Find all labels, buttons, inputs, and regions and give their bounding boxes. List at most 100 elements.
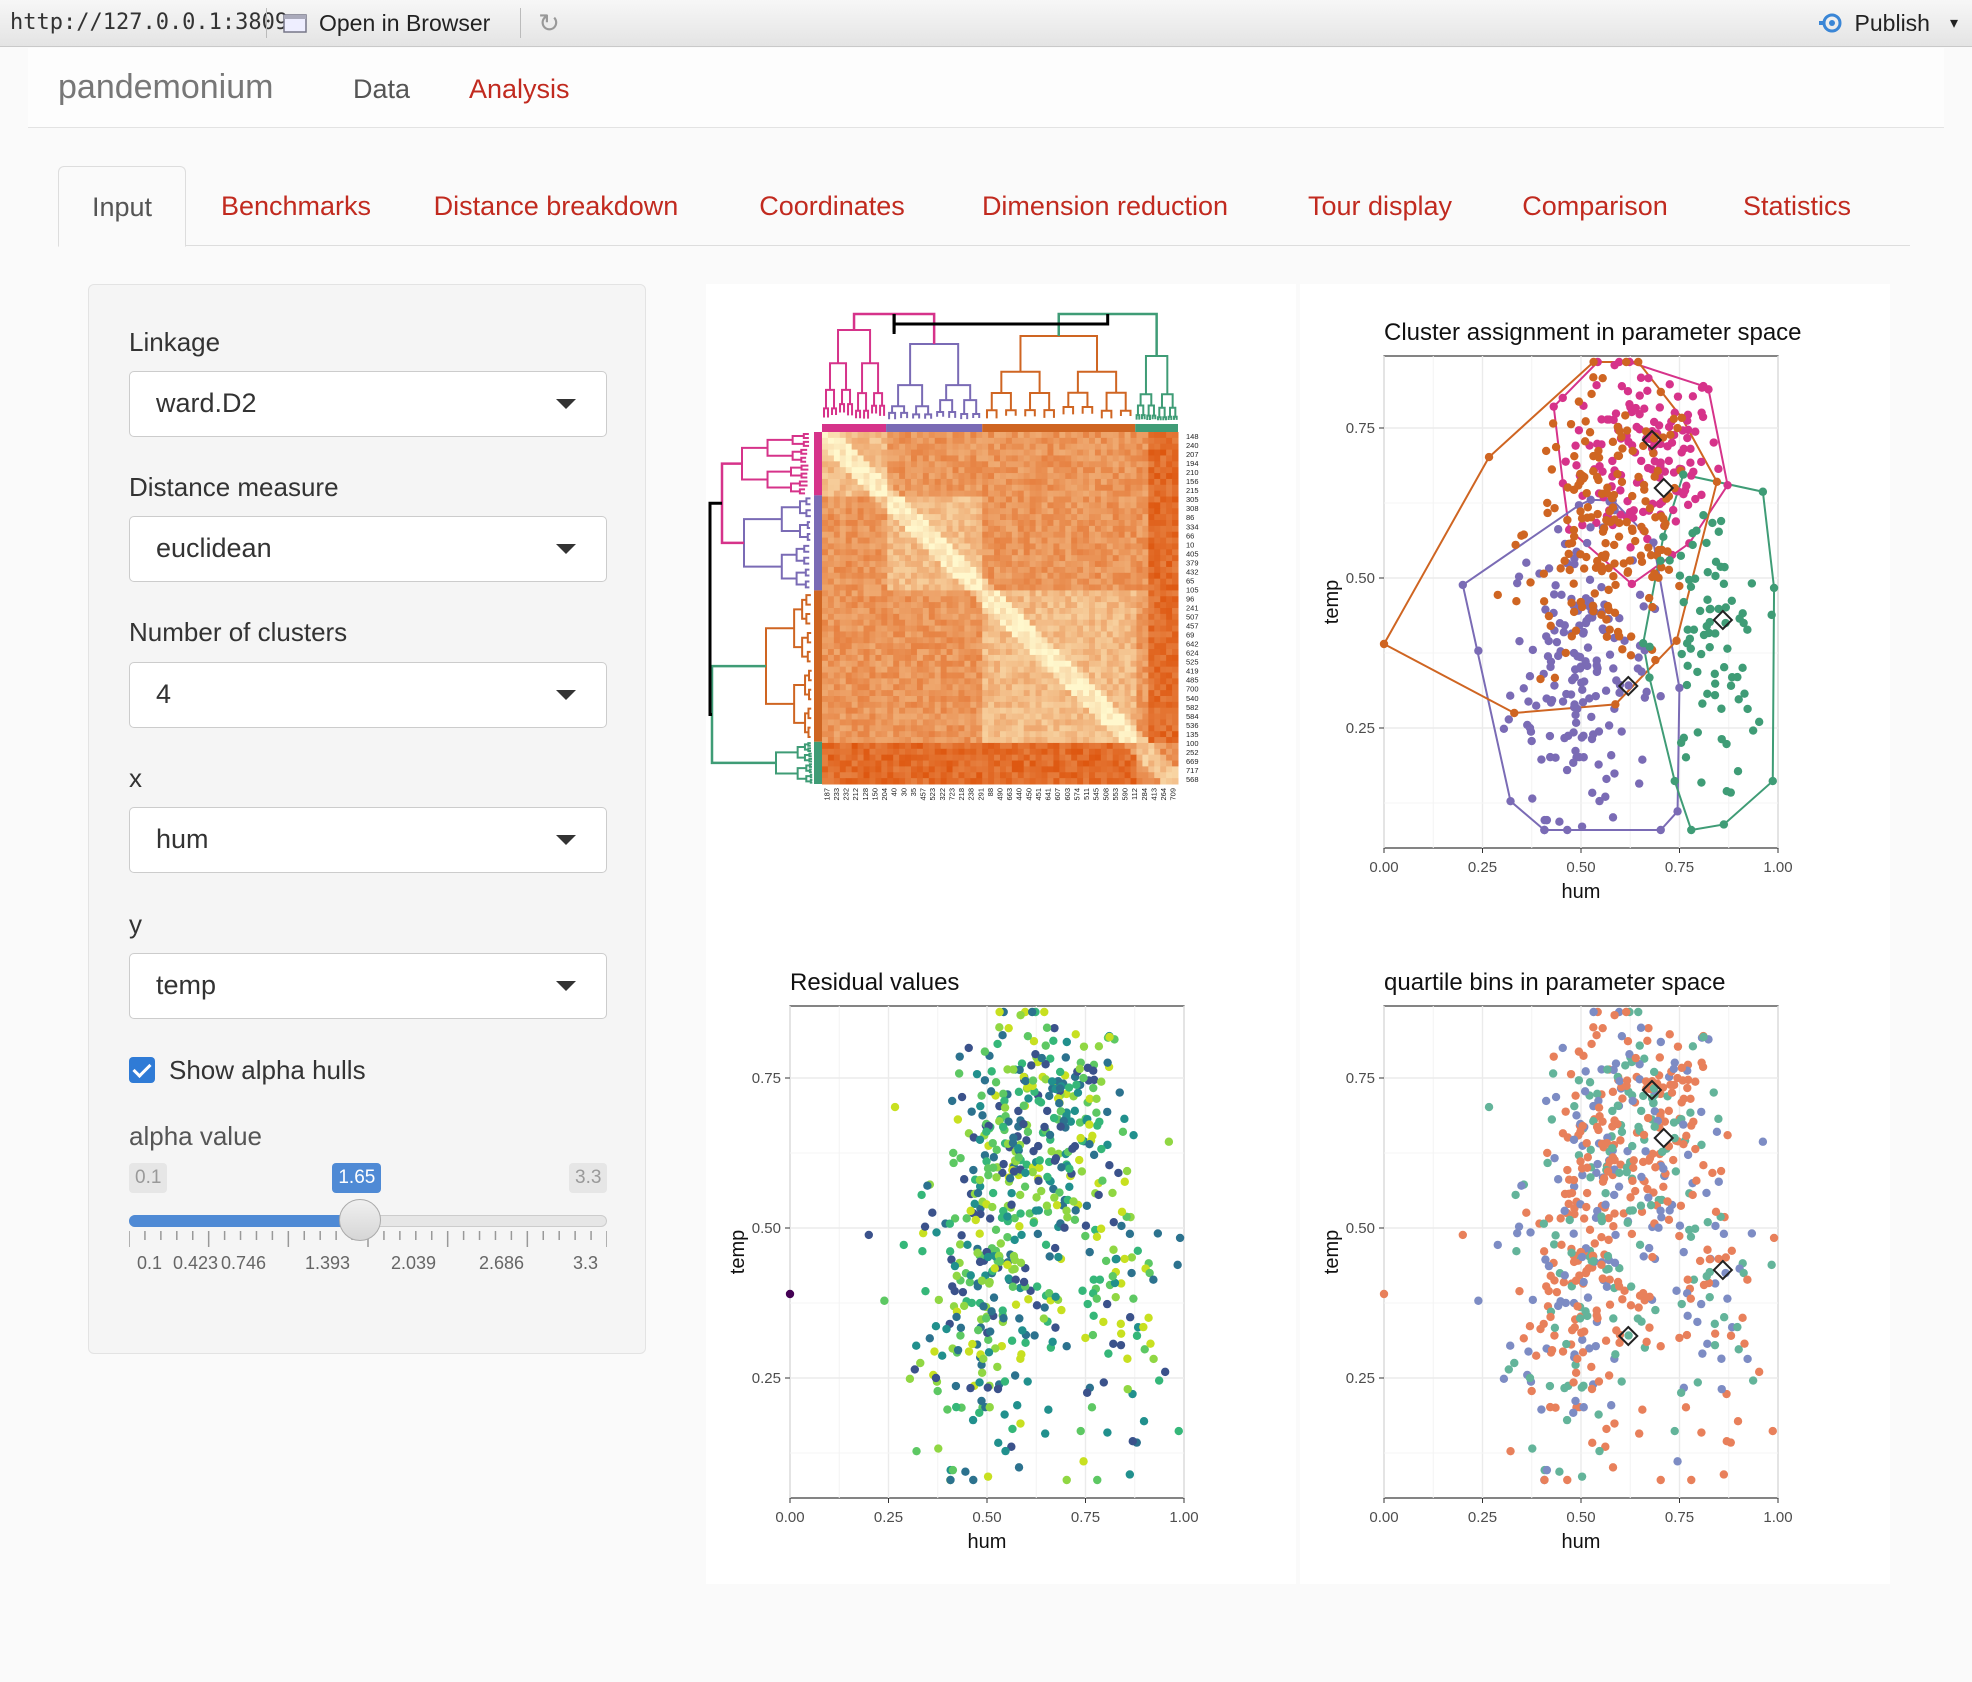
heatmap-cell bbox=[976, 467, 983, 474]
heatmap-cell bbox=[946, 778, 954, 785]
open-in-browser-button[interactable]: Open in Browser bbox=[283, 8, 490, 38]
heatmap-cell bbox=[934, 467, 942, 474]
heatmap-cell bbox=[1118, 484, 1126, 492]
heatmap-cell bbox=[1166, 690, 1173, 697]
row-label: 135 bbox=[1186, 730, 1199, 739]
heatmap-cell bbox=[970, 525, 977, 533]
heatmap-cell bbox=[1053, 531, 1060, 539]
heatmap-cell bbox=[1112, 631, 1120, 638]
tab-statistics[interactable]: Statistics bbox=[1742, 191, 1852, 221]
heatmap-cell bbox=[1047, 496, 1054, 503]
tab-dimension-reduction[interactable]: Dimension reduction bbox=[981, 191, 1229, 221]
y-select[interactable]: temp bbox=[129, 953, 607, 1019]
url-text[interactable]: http://127.0.0.1:3809 bbox=[10, 10, 289, 35]
refresh-icon[interactable]: ↻ bbox=[538, 7, 560, 38]
heatmap-cell bbox=[1118, 549, 1126, 556]
alpha-hulls-checkbox[interactable] bbox=[129, 1057, 155, 1083]
heatmap-cell bbox=[1172, 637, 1179, 644]
heatmap-cell bbox=[1065, 584, 1072, 591]
clusters-select[interactable]: 4 bbox=[129, 662, 607, 728]
alpha-slider-handle[interactable] bbox=[339, 1199, 382, 1241]
heatmap-cell bbox=[863, 520, 870, 527]
heatmap-cell bbox=[1011, 649, 1019, 656]
x-select[interactable]: hum bbox=[129, 807, 607, 873]
publish-button[interactable]: Publish ▾ bbox=[1817, 8, 1958, 38]
heatmap-cell bbox=[1089, 578, 1096, 586]
heatmap-cell bbox=[1089, 713, 1096, 720]
data-point bbox=[912, 1446, 921, 1456]
dendrogram-branch bbox=[805, 497, 811, 506]
tab-distance-breakdown[interactable]: Distance breakdown bbox=[433, 191, 679, 221]
heatmap-cell bbox=[863, 760, 870, 767]
heatmap-cell bbox=[958, 690, 965, 697]
data-point bbox=[948, 1465, 958, 1475]
heatmap-cell bbox=[1130, 537, 1137, 544]
data-point bbox=[1640, 404, 1649, 413]
heatmap-cell bbox=[1118, 514, 1126, 521]
heatmap-cell bbox=[940, 772, 948, 779]
heatmap-cell bbox=[899, 760, 906, 767]
heatmap-cell bbox=[1041, 637, 1048, 644]
heatmap-cell bbox=[1089, 643, 1096, 650]
heatmap-cell bbox=[1000, 525, 1007, 533]
heatmap-cell bbox=[1029, 631, 1037, 638]
heatmap-cell bbox=[1035, 649, 1043, 656]
dendrogram-branch bbox=[924, 413, 933, 419]
tab-input[interactable]: Input bbox=[58, 166, 186, 247]
heatmap-cell bbox=[827, 484, 835, 492]
column-label: 150 bbox=[870, 788, 879, 801]
heatmap-cell bbox=[952, 625, 959, 632]
nav-analysis[interactable]: Analysis bbox=[469, 74, 570, 104]
data-point bbox=[1585, 575, 1595, 585]
heatmap-cell bbox=[958, 549, 965, 556]
heatmap-cell bbox=[934, 660, 942, 668]
tab-tour-display[interactable]: Tour display bbox=[1307, 191, 1453, 221]
alpha-slider-fill bbox=[129, 1215, 361, 1227]
heatmap-cell bbox=[1100, 478, 1108, 486]
column-label: 232 bbox=[842, 788, 851, 801]
heatmap-cell bbox=[1136, 625, 1143, 632]
heatmap-cell bbox=[1094, 684, 1102, 691]
data-point bbox=[1609, 540, 1619, 550]
heatmap-cell bbox=[1172, 461, 1179, 468]
heatmap-cell bbox=[1083, 449, 1090, 456]
tab-coordinates[interactable]: Coordinates bbox=[759, 191, 905, 221]
heatmap-cell bbox=[952, 572, 959, 580]
heatmap-cell bbox=[994, 549, 1001, 556]
data-point bbox=[1711, 557, 1721, 567]
heatmap-cell bbox=[1005, 566, 1013, 574]
heatmap-cell bbox=[1124, 748, 1132, 756]
data-point bbox=[1747, 579, 1757, 588]
heatmap-cell bbox=[1172, 484, 1179, 492]
heatmap-cell bbox=[946, 455, 954, 462]
heatmap-cell bbox=[1106, 543, 1114, 550]
data-point bbox=[1628, 491, 1637, 501]
heatmap-cell bbox=[970, 701, 977, 709]
tab-benchmarks[interactable]: Benchmarks bbox=[220, 191, 372, 221]
heatmap-cell bbox=[869, 496, 876, 503]
distance-select[interactable]: euclidean bbox=[129, 516, 607, 582]
tab-comparison[interactable]: Comparison bbox=[1522, 191, 1668, 221]
data-point bbox=[1592, 380, 1601, 390]
nav-data[interactable]: Data bbox=[353, 74, 411, 104]
heatmap-cell bbox=[964, 549, 971, 556]
heatmap-cell bbox=[1065, 555, 1072, 562]
heatmap-cell bbox=[1000, 696, 1007, 703]
heatmap-cell bbox=[1005, 719, 1013, 726]
app-brand[interactable]: pandemonium bbox=[58, 68, 274, 106]
heatmap-cell bbox=[946, 543, 954, 550]
heatmap-cell bbox=[940, 608, 948, 615]
heatmap-cell bbox=[1142, 696, 1149, 703]
row-cluster-bar bbox=[814, 590, 822, 742]
heatmap-cell bbox=[1035, 525, 1043, 533]
data-point bbox=[1623, 568, 1632, 577]
data-point bbox=[1004, 1274, 1013, 1283]
heatmap-cell bbox=[1166, 520, 1173, 527]
chevron-down-icon[interactable]: ▾ bbox=[1949, 15, 1958, 32]
heatmap-cell bbox=[946, 561, 954, 568]
heatmap-cell bbox=[1035, 602, 1043, 609]
heatmap-cell bbox=[1083, 584, 1090, 591]
heatmap-cell bbox=[1154, 748, 1161, 756]
linkage-select[interactable]: ward.D2 bbox=[129, 371, 607, 437]
heatmap-cell bbox=[857, 473, 865, 480]
